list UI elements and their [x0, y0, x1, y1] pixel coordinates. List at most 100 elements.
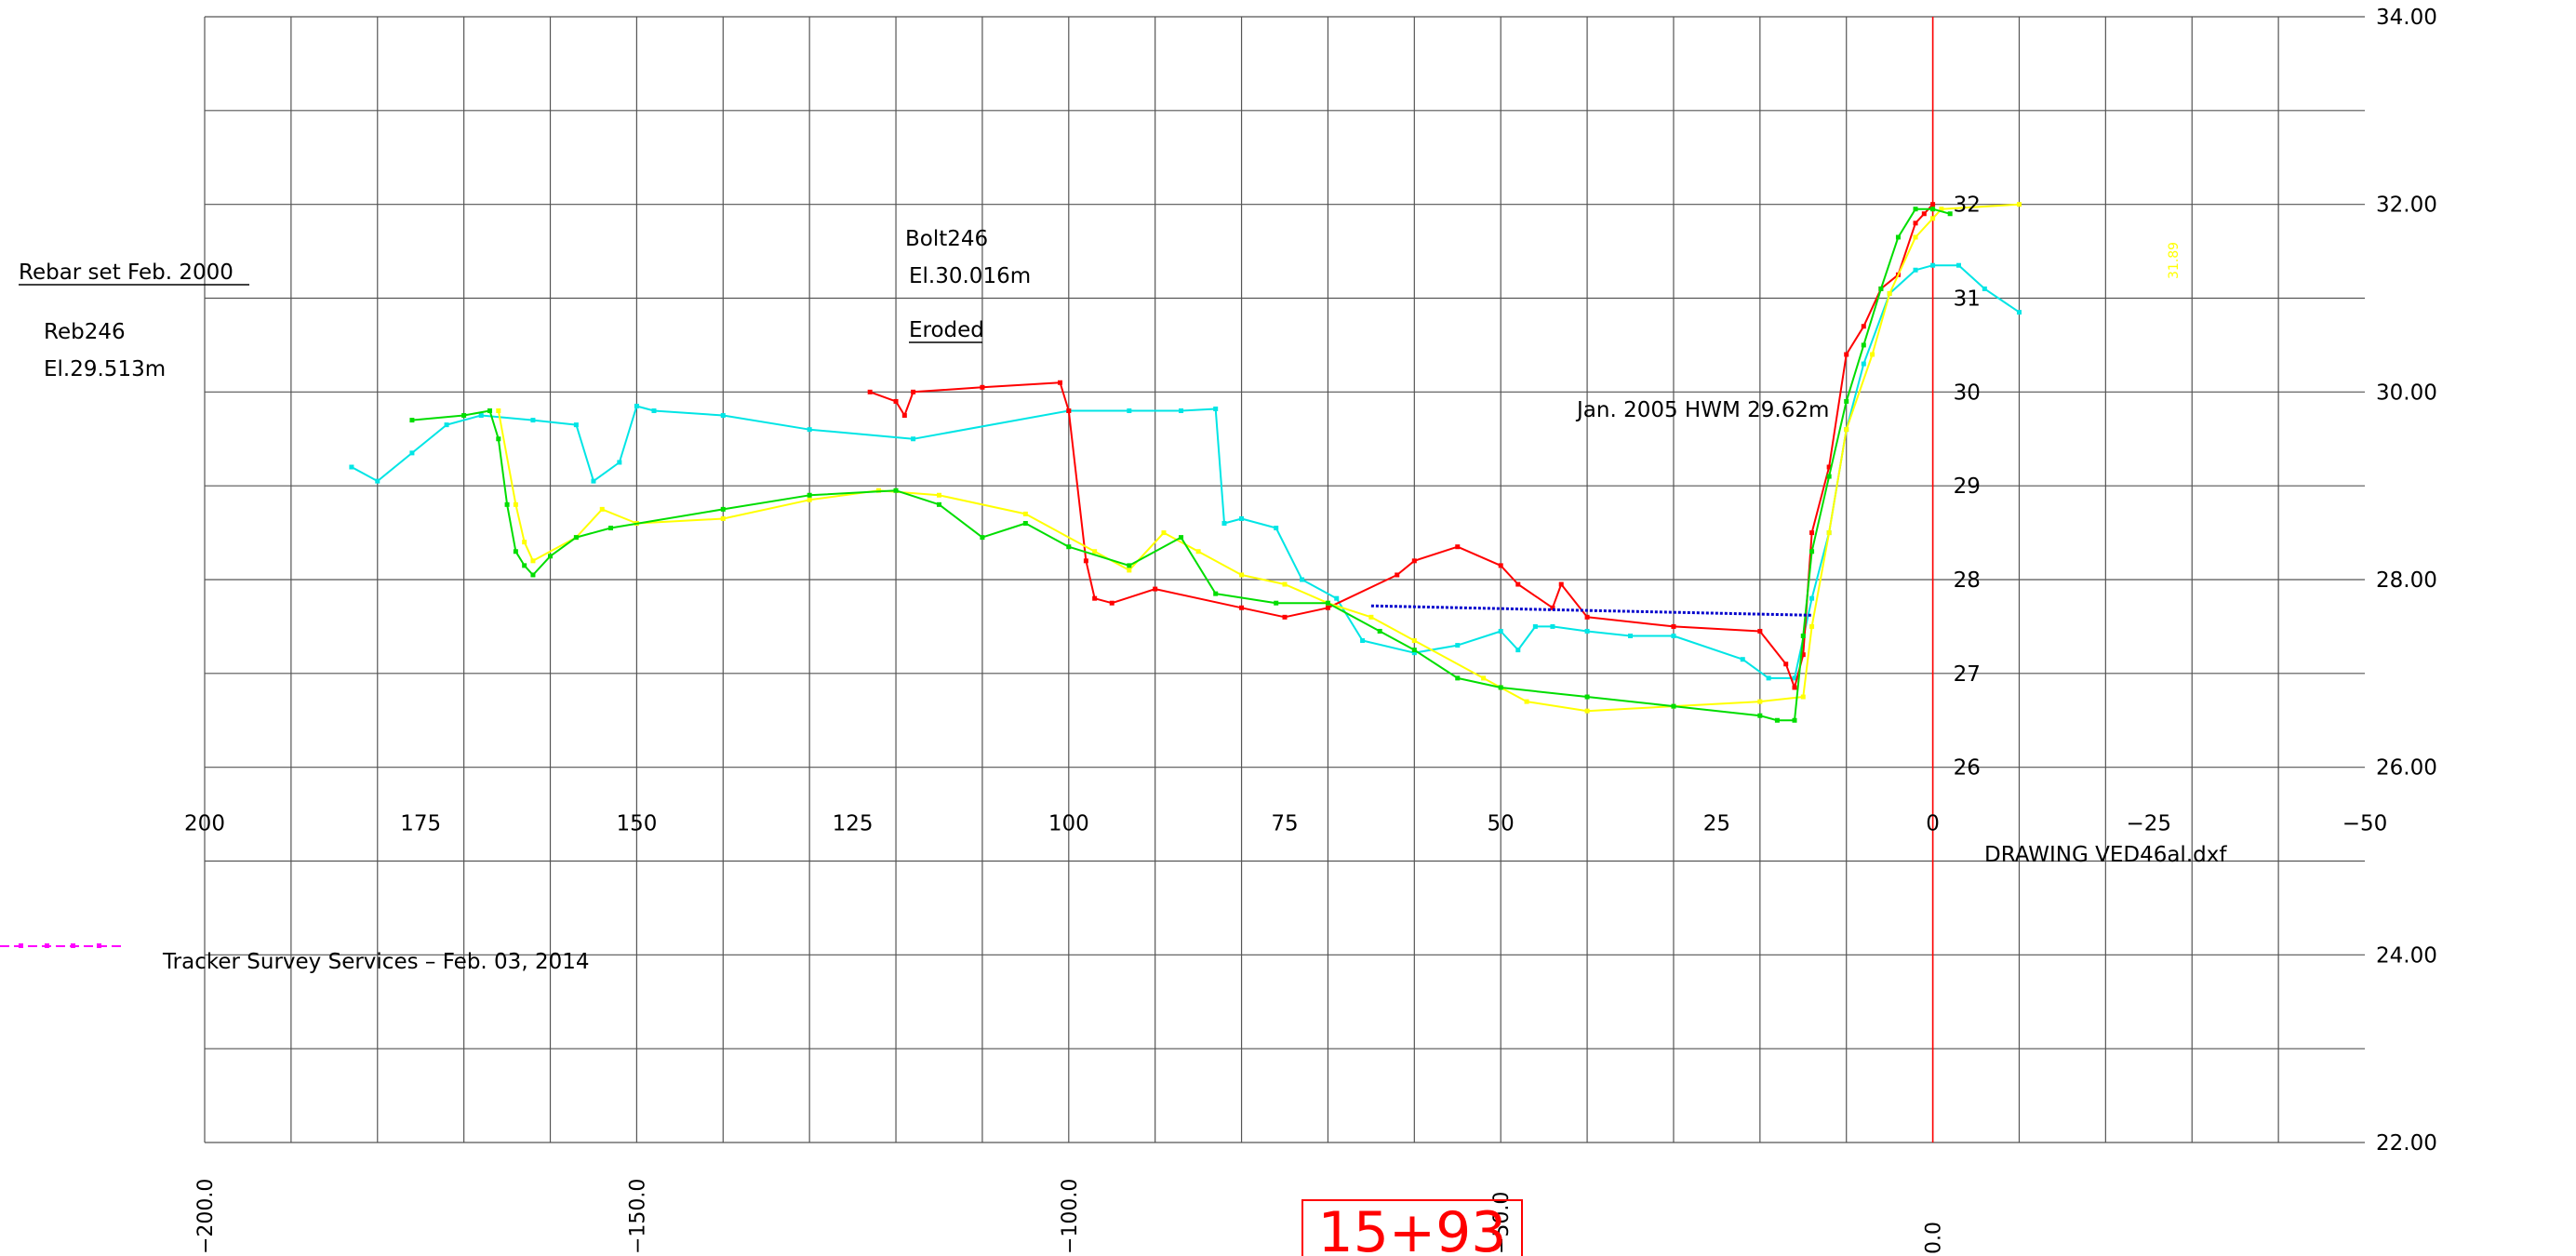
- series-point-2: [1887, 290, 1892, 296]
- inner-elevation-label: 31: [1954, 287, 1981, 312]
- y-tick-label: 30.00: [2376, 381, 2437, 405]
- series-point-3: [496, 436, 501, 442]
- series-point-3: [548, 554, 554, 559]
- series-point-3: [1800, 634, 1806, 638]
- series-point-3: [1809, 549, 1815, 555]
- series-point-0: [530, 418, 536, 423]
- series-point-1: [980, 384, 985, 390]
- inner-elevation-label: 29: [1954, 474, 1981, 499]
- series-point-3: [1930, 207, 1936, 212]
- x-tick-label: 50: [1488, 812, 1515, 836]
- series-point-3: [573, 535, 579, 541]
- series-point-1: [1092, 595, 1098, 601]
- magenta-legend-markers: [19, 943, 101, 948]
- series-point-3: [1826, 474, 1832, 479]
- magenta-marker: [19, 943, 23, 948]
- x-tick-label: 75: [1271, 812, 1298, 836]
- station-box: [1301, 1199, 1523, 1256]
- series-point-0: [1930, 262, 1936, 268]
- series-point-2: [807, 497, 812, 502]
- x-tick-label: 150: [616, 812, 657, 836]
- series-point-3: [1498, 685, 1503, 690]
- series-point-0: [349, 464, 354, 470]
- series-point-3: [1325, 600, 1330, 606]
- series-point-0: [1550, 623, 1555, 629]
- station-box-label: 15+93: [1318, 1200, 1507, 1256]
- series-point-3: [608, 526, 614, 531]
- hwm-label: Jan. 2005 HWM 29.62m: [1575, 398, 1829, 422]
- series-point-0: [1628, 634, 1634, 638]
- series-point-0: [807, 427, 812, 433]
- series-point-3: [1895, 234, 1901, 240]
- series-point-1: [867, 389, 873, 394]
- series-point-0: [617, 460, 622, 465]
- series-point-3: [1066, 544, 1072, 550]
- series-point-3: [720, 506, 726, 512]
- grid-lines: [204, 16, 2365, 1143]
- series-point-1: [1792, 685, 1797, 690]
- series-point-1: [1395, 572, 1400, 578]
- series-point-0: [1411, 650, 1417, 656]
- y-tick-label: 28.00: [2376, 568, 2437, 593]
- series-point-0: [1213, 406, 1219, 411]
- series-point-1: [1861, 324, 1866, 329]
- bolt-name-label: Bolt246: [905, 227, 988, 251]
- series-point-3: [1213, 591, 1219, 596]
- series-point-0: [375, 478, 380, 484]
- series-point-1: [1783, 661, 1789, 667]
- x-tick-label: 100: [1048, 812, 1089, 836]
- series-point-0: [911, 436, 916, 442]
- reb-name-label: Reb246: [44, 320, 126, 344]
- series-point-0: [1274, 526, 1279, 531]
- series-point-2: [1368, 614, 1374, 620]
- series-point-0: [720, 413, 726, 419]
- series-point-2: [1195, 549, 1201, 555]
- series-point-2: [1939, 207, 1944, 212]
- rebar-title: Rebar set Feb. 2000: [19, 261, 234, 285]
- series-point-0: [1584, 628, 1590, 634]
- series-point-0: [1861, 361, 1866, 367]
- series-point-0: [478, 413, 484, 419]
- magenta-marker: [45, 943, 49, 948]
- series-point-3: [1455, 675, 1461, 681]
- series-point-1: [1809, 530, 1815, 536]
- x-tick-label: 200: [184, 812, 225, 836]
- series-point-1: [1826, 464, 1832, 470]
- series-point-2: [936, 492, 941, 498]
- series-point-0: [409, 450, 415, 456]
- bolt-elevation-label: El.30.016m: [909, 264, 1031, 288]
- series-point-1: [1083, 558, 1088, 564]
- profile-series: [349, 202, 2022, 723]
- series-point-3: [1127, 563, 1132, 568]
- series-point-3: [1671, 703, 1676, 709]
- series-point-2: [513, 501, 518, 507]
- series-point-2: [1757, 699, 1763, 704]
- series-point-3: [1022, 521, 1028, 526]
- series-point-3: [1179, 535, 1184, 541]
- series-point-0: [1127, 408, 1132, 413]
- series-point-3: [1861, 342, 1866, 348]
- series-point-2: [1411, 638, 1417, 644]
- series-point-0: [1334, 595, 1340, 601]
- y-tick-labels: 22.00 24.00 26.00 28.00 30.00 32.00 34.00: [2376, 6, 2437, 1156]
- series-point-1: [1921, 211, 1927, 217]
- inner-elevation-label: 30: [1954, 381, 1981, 405]
- series-point-1: [1066, 408, 1072, 413]
- series-point-1: [1757, 628, 1763, 634]
- x-tick-label: 25: [1703, 812, 1730, 836]
- series-point-0: [1792, 675, 1797, 681]
- rotated-yellow-label: 31.89: [2167, 242, 2182, 279]
- series-point-2: [1481, 675, 1487, 681]
- series-point-3: [893, 488, 899, 493]
- series-point-3: [1774, 717, 1780, 723]
- series-point-1: [1515, 581, 1521, 587]
- magenta-marker: [97, 943, 101, 948]
- station-label: −100.0: [1059, 1179, 1082, 1254]
- series-point-0: [1671, 634, 1676, 638]
- magenta-marker: [71, 943, 75, 948]
- series-point-1: [1498, 563, 1503, 568]
- inner-elevation-label: 27: [1954, 662, 1981, 687]
- series-point-3: [1377, 628, 1382, 634]
- series-point-0: [1221, 521, 1227, 526]
